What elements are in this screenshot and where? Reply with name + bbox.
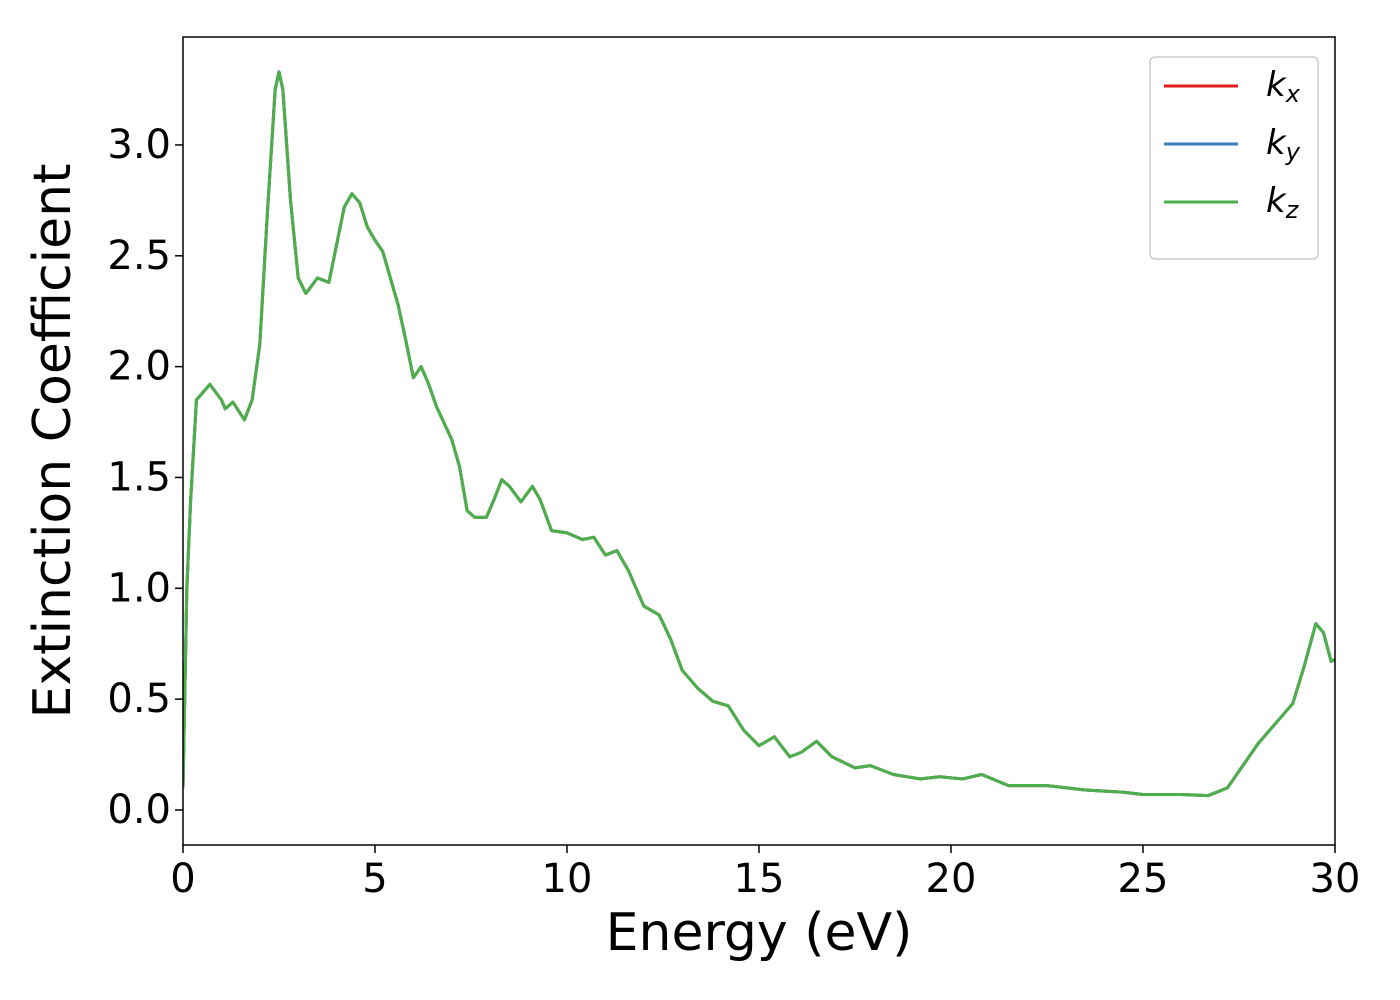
legend-box xyxy=(1149,56,1319,260)
y-tick-label: 1.0 xyxy=(107,565,171,611)
legend-label: kz xyxy=(1266,181,1300,225)
x-tick-label: 20 xyxy=(926,856,977,902)
y-tick-label: 3.0 xyxy=(107,122,171,168)
x-tick-label: 25 xyxy=(1118,856,1169,902)
y-tick-label: 1.5 xyxy=(107,454,171,500)
x-axis-label: Energy (eV) xyxy=(606,903,913,963)
y-axis-label: Extinction Coefficient xyxy=(23,164,83,719)
x-tick-label: 30 xyxy=(1310,856,1361,902)
legend-label: kx xyxy=(1266,65,1301,109)
x-tick-label: 10 xyxy=(542,856,593,902)
y-tick-label: 2.0 xyxy=(107,344,171,390)
y-tick-label: 0.0 xyxy=(107,787,171,833)
x-tick-label: 0 xyxy=(170,856,195,902)
plot-frame xyxy=(182,36,1336,846)
x-tick-label: 5 xyxy=(362,856,387,902)
legend-label: ky xyxy=(1266,123,1301,167)
y-tick-label: 2.5 xyxy=(107,233,171,279)
series-line xyxy=(183,70,1335,798)
y-tick-label: 0.5 xyxy=(107,676,171,722)
x-tick-label: 15 xyxy=(734,856,785,902)
